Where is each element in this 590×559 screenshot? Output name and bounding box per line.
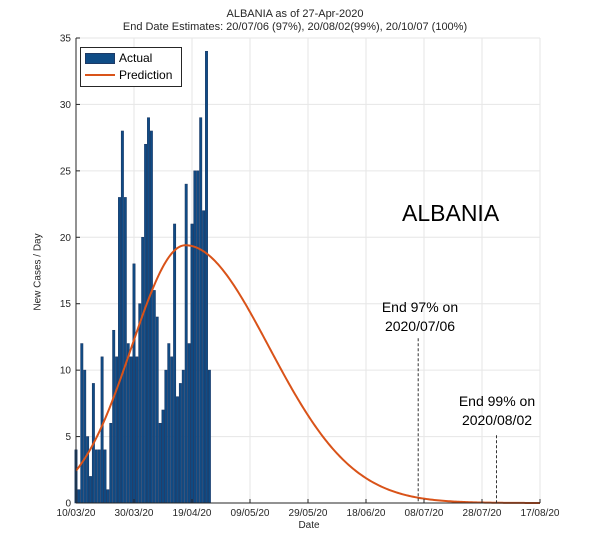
- bar-actual: [77, 489, 81, 504]
- y-tick-label: 15: [60, 299, 72, 310]
- legend-label-prediction: Prediction: [119, 68, 173, 82]
- annotation-97: End 97% on 2020/07/06: [372, 298, 468, 336]
- x-tick-label: 29/05/20: [289, 508, 328, 519]
- bar-actual: [103, 449, 107, 504]
- bar-actual: [199, 117, 203, 504]
- y-tick-label: 30: [60, 100, 72, 111]
- legend-label-actual: Actual: [119, 51, 153, 65]
- bar-actual: [112, 329, 116, 504]
- bar-actual: [106, 489, 110, 504]
- x-tick-label: 18/06/20: [347, 508, 386, 519]
- bar-actual: [97, 449, 101, 504]
- bar-actual: [89, 476, 92, 504]
- bar-actual: [147, 117, 150, 504]
- y-tick-label: 5: [65, 432, 71, 443]
- bar-actual: [167, 343, 171, 504]
- annotation-99-line2: 2020/08/02: [461, 412, 533, 428]
- bar-actual: [178, 383, 182, 504]
- y-axis-label: New Cases / Day: [32, 233, 44, 311]
- bar-actual: [94, 449, 98, 504]
- x-tick-label: 19/04/20: [173, 508, 212, 519]
- chart-subtitle: End Date Estimates: 20/07/06 (97%), 20/0…: [122, 21, 468, 33]
- x-tick-label: 08/07/20: [405, 508, 444, 519]
- bar-actual: [123, 197, 127, 504]
- legend-swatch-prediction: [85, 74, 115, 76]
- bar-actual: [161, 409, 165, 504]
- bar-actual: [115, 356, 119, 504]
- axes: 0 5 10 15 20 25 30 35 10/03/20 30/03/20 19/04/20 09…: [57, 34, 560, 520]
- bar-actual: [120, 130, 124, 504]
- end-date-markers: [417, 338, 497, 503]
- y-tick-label: 20: [60, 233, 72, 244]
- y-tick-label: 10: [60, 366, 72, 377]
- x-tick-label: 10/03/20: [57, 508, 96, 519]
- bar-actual: [202, 210, 206, 504]
- bar-actual: [173, 223, 177, 504]
- prediction-line: [75, 244, 540, 504]
- bar-actual: [149, 130, 153, 504]
- legend-swatch-actual: [85, 52, 115, 64]
- bar-actual: [100, 356, 104, 504]
- annotation-97-line1: End 97% on: [381, 299, 459, 315]
- bar-actual: [132, 263, 136, 504]
- bar-actual: [181, 369, 185, 504]
- bar-actual: [141, 236, 145, 504]
- annotation-97-line2: 2020/07/06: [384, 318, 456, 334]
- bar-actual: [138, 303, 142, 504]
- x-tick-label: 30/03/20: [115, 508, 154, 519]
- bar-actual: [164, 369, 168, 504]
- legend-item-actual: Actual: [85, 50, 152, 66]
- y-tick-label: 25: [60, 166, 72, 177]
- bar-actual: [144, 143, 148, 504]
- chart-title: ALBANIA as of 27-Apr-2020: [226, 8, 364, 20]
- bar-actual: [129, 356, 133, 504]
- bar-actual: [109, 422, 113, 504]
- y-tick-label: 0: [65, 499, 71, 510]
- prediction-curve-layer: [75, 244, 540, 504]
- y-tick-label: 35: [60, 34, 72, 45]
- bar-actual: [184, 183, 188, 504]
- x-axis-label: Date: [298, 520, 320, 531]
- bar-actual: [176, 396, 179, 504]
- bar-actual: [158, 422, 162, 504]
- bar-actual: [190, 223, 194, 504]
- bar-actual: [155, 316, 159, 504]
- bar-actual: [207, 369, 211, 504]
- bar-actual: [193, 170, 197, 504]
- bar-actual: [135, 356, 139, 504]
- x-tick-label: 28/07/20: [463, 508, 502, 519]
- bar-actual: [205, 50, 208, 504]
- bar-actual: [118, 197, 121, 504]
- legend: Actual Prediction: [80, 47, 182, 87]
- bar-actual: [187, 343, 191, 504]
- bar-actual: [126, 343, 130, 504]
- annotation-99: End 99% on 2020/08/02: [449, 392, 545, 430]
- bar-actual: [170, 356, 174, 504]
- country-label: ALBANIA: [402, 200, 500, 226]
- bar-actual: [86, 436, 90, 504]
- bar-actual: [83, 369, 87, 504]
- bar-actual: [196, 170, 200, 504]
- legend-item-prediction: Prediction: [85, 67, 172, 83]
- x-tick-label: 17/08/20: [521, 508, 560, 519]
- bar-actual: [152, 290, 156, 504]
- bar-actual: [80, 343, 84, 504]
- x-tick-label: 09/05/20: [231, 508, 270, 519]
- annotation-99-line1: End 99% on: [458, 393, 536, 409]
